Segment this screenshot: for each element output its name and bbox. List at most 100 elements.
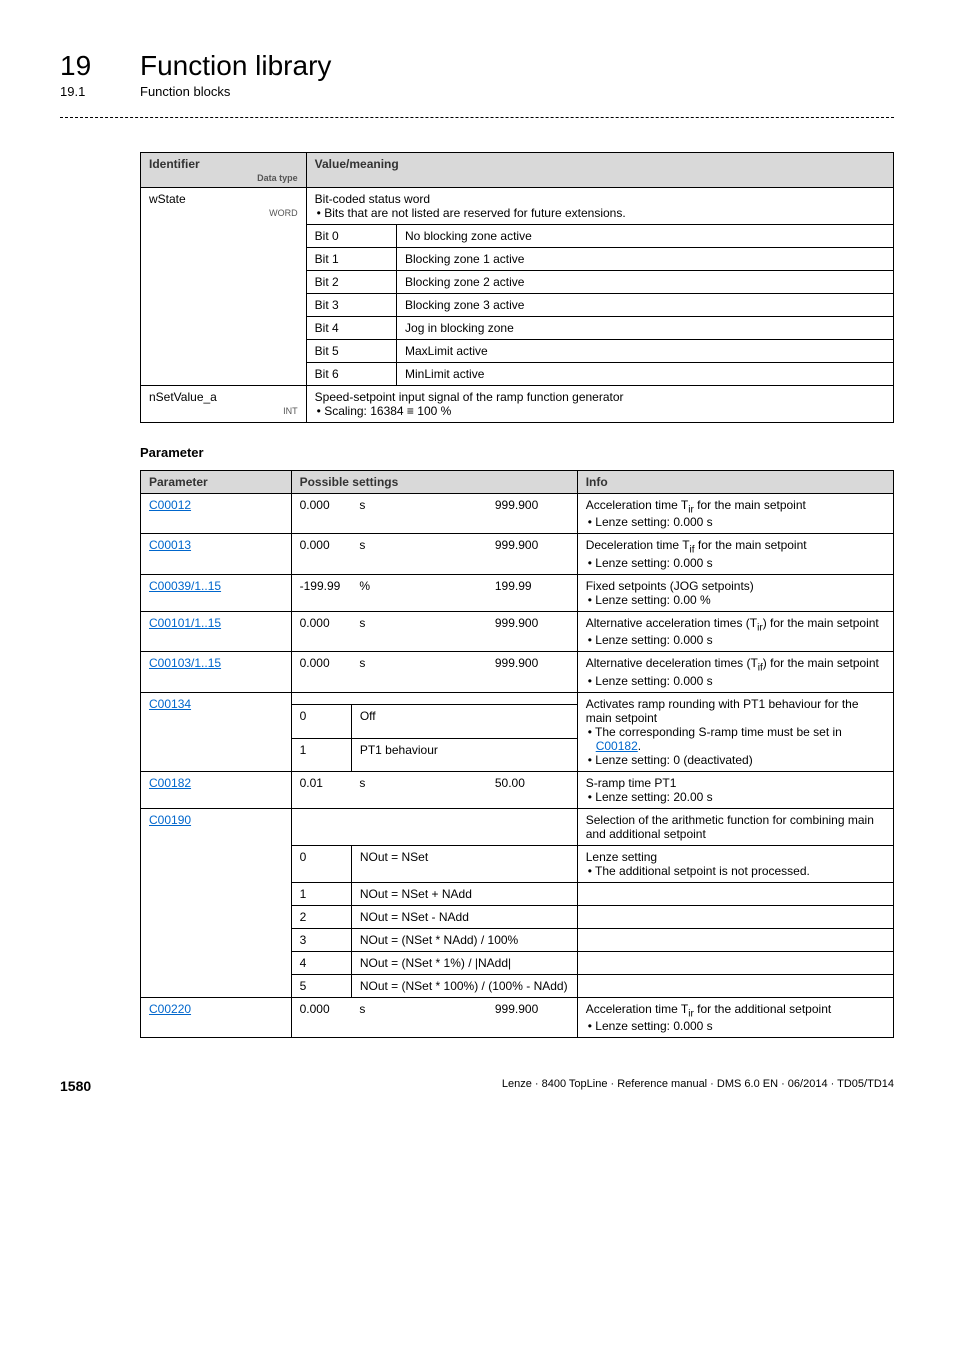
bit-text: Jog in blocking zone: [397, 317, 894, 340]
table-row: C00013 0.000 s 999.900 Deceleration time…: [141, 534, 894, 574]
info-cell: [577, 928, 893, 951]
bit-text: MinLimit active: [397, 363, 894, 386]
opt-index: 0: [291, 705, 351, 738]
description-cell: Bit-coded status word Bits that are not …: [306, 188, 893, 225]
min-val: 0.000: [291, 534, 351, 574]
bit-label: Bit 3: [306, 294, 396, 317]
opt-label: NOut = (NSet * 100%) / (100% - NAdd): [351, 974, 577, 997]
opt-label: NOut = (NSet * 1%) / |NAdd|: [351, 951, 577, 974]
info-cell: Deceleration time Tif for the main setpo…: [577, 534, 893, 574]
col-possible-settings: Possible settings: [291, 471, 577, 494]
info-cell: [577, 974, 893, 997]
info-cell: [577, 905, 893, 928]
info-cell: Alternative deceleration times (Tif) for…: [577, 652, 893, 692]
chapter-number: 19: [60, 50, 140, 82]
bit-text: Blocking zone 2 active: [397, 271, 894, 294]
table-row: C00012 0.000 s 999.900 Acceleration time…: [141, 494, 894, 534]
table-row: C00103/1..15 0.000 s 999.900 Alternative…: [141, 652, 894, 692]
col-info: Info: [577, 471, 893, 494]
section-title: Function blocks: [140, 84, 230, 99]
param-link[interactable]: C00012: [149, 498, 191, 512]
param-link[interactable]: C00220: [149, 1002, 191, 1016]
bit-label: Bit 6: [306, 363, 396, 386]
info-cell: Acceleration time Tir for the main setpo…: [577, 494, 893, 534]
table-row: C00190 Selection of the arithmetic funct…: [141, 808, 894, 845]
opt-label: NOut = NSet + NAdd: [351, 882, 577, 905]
desc-line: Bit-coded status word: [315, 192, 885, 206]
identifier-table: Identifier Data type Value/meaning wStat…: [140, 152, 894, 423]
max-val: 999.900: [487, 494, 577, 534]
col-value-meaning: Value/meaning: [306, 153, 893, 188]
param-link[interactable]: C00039/1..15: [149, 579, 221, 593]
opt-index: 3: [291, 928, 351, 951]
opt-index: 1: [291, 738, 351, 771]
opt-index: 4: [291, 951, 351, 974]
info-cell: [577, 951, 893, 974]
min-val: 0.000: [291, 997, 351, 1037]
max-val: 50.00: [487, 771, 577, 808]
bit-label: Bit 1: [306, 248, 396, 271]
unit: s: [351, 997, 487, 1037]
bit-text: No blocking zone active: [397, 225, 894, 248]
datatype-label: Data type: [149, 173, 298, 183]
min-val: 0.01: [291, 771, 351, 808]
table-row: nSetValue_a INT Speed-setpoint input sig…: [141, 386, 894, 423]
info-cell: Activates ramp rounding with PT1 behavio…: [577, 692, 893, 771]
table-row: C00220 0.000 s 999.900 Acceleration time…: [141, 997, 894, 1037]
opt-label: NOut = (NSet * NAdd) / 100%: [351, 928, 577, 951]
table-row: C00182 0.01 s 50.00 S-ramp time PT1 Lenz…: [141, 771, 894, 808]
identifier-datatype: WORD: [149, 208, 298, 218]
max-val: 999.900: [487, 611, 577, 651]
description-cell: Speed-setpoint input signal of the ramp …: [306, 386, 893, 423]
header-text: Identifier: [149, 157, 200, 171]
info-cell: Lenze setting The additional setpoint is…: [577, 845, 893, 882]
param-link[interactable]: C00101/1..15: [149, 616, 221, 630]
bit-label: Bit 2: [306, 271, 396, 294]
max-val: 199.99: [487, 574, 577, 611]
table-row: wState WORD Bit-coded status word Bits t…: [141, 188, 894, 225]
identifier-name: wState: [149, 192, 186, 206]
opt-index: 2: [291, 905, 351, 928]
param-link[interactable]: C00134: [149, 697, 191, 711]
info-cell: Selection of the arithmetic function for…: [577, 808, 893, 845]
col-parameter: Parameter: [141, 471, 292, 494]
identifier-name: nSetValue_a: [149, 390, 217, 404]
parameter-heading: Parameter: [140, 445, 894, 460]
info-cell: Alternative acceleration times (Tir) for…: [577, 611, 893, 651]
min-val: -199.99: [291, 574, 351, 611]
opt-label: Off: [351, 705, 577, 738]
info-cell: S-ramp time PT1 Lenze setting: 20.00 s: [577, 771, 893, 808]
opt-label: NOut = NSet - NAdd: [351, 905, 577, 928]
param-link[interactable]: C00182: [149, 776, 191, 790]
bit-text: Blocking zone 3 active: [397, 294, 894, 317]
param-link[interactable]: C00013: [149, 538, 191, 552]
bit-label: Bit 0: [306, 225, 396, 248]
empty-cell: [291, 808, 577, 845]
desc-line: Speed-setpoint input signal of the ramp …: [315, 390, 885, 404]
table-row: C00039/1..15 -199.99 % 199.99 Fixed setp…: [141, 574, 894, 611]
max-val: 999.900: [487, 652, 577, 692]
max-val: 999.900: [487, 997, 577, 1037]
unit: %: [351, 574, 487, 611]
page-number: 1580: [60, 1078, 91, 1094]
max-val: 999.900: [487, 534, 577, 574]
bit-text: MaxLimit active: [397, 340, 894, 363]
unit: s: [351, 534, 487, 574]
desc-bullet: Bits that are not listed are reserved fo…: [315, 206, 885, 220]
unit: s: [351, 771, 487, 808]
param-link[interactable]: C00103/1..15: [149, 656, 221, 670]
desc-bullet: Scaling: 16384 ≡ 100 %: [315, 404, 885, 418]
opt-label: NOut = NSet: [351, 845, 577, 882]
unit: s: [351, 611, 487, 651]
param-link[interactable]: C00190: [149, 813, 191, 827]
min-val: 0.000: [291, 611, 351, 651]
opt-index: 5: [291, 974, 351, 997]
table-row: C00101/1..15 0.000 s 999.900 Alternative…: [141, 611, 894, 651]
inline-link[interactable]: C00182: [596, 739, 638, 753]
parameter-table: Parameter Possible settings Info C00012 …: [140, 470, 894, 1038]
divider: [60, 117, 894, 118]
empty-cell: [291, 692, 577, 705]
chapter-title: Function library: [140, 50, 331, 82]
bit-label: Bit 5: [306, 340, 396, 363]
section-number: 19.1: [60, 84, 140, 99]
